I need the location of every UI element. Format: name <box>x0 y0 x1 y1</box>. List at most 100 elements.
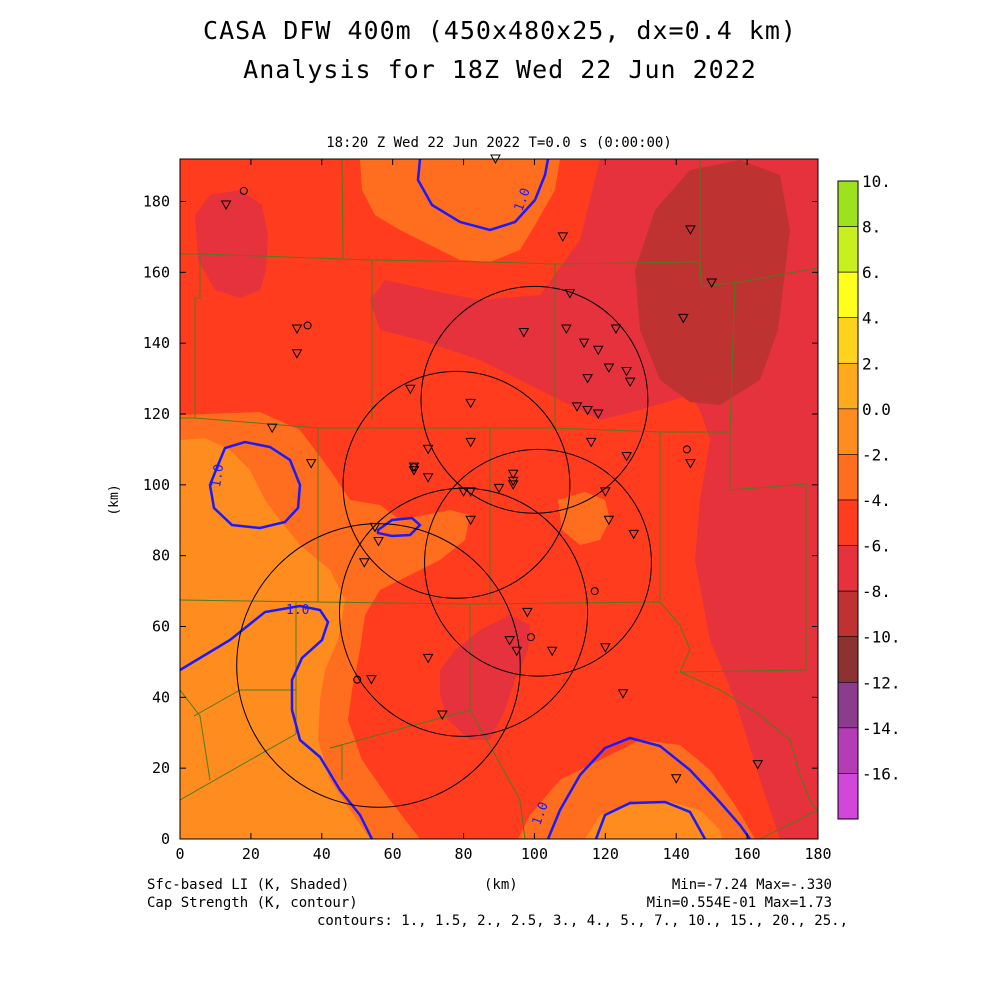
station-triangle <box>507 469 519 480</box>
contour-southwest <box>180 604 374 839</box>
y-tick-label: 100 <box>143 476 170 494</box>
station-triangle <box>582 374 593 384</box>
station-triangle <box>507 476 519 487</box>
shaded-field <box>180 159 818 839</box>
station-triangle <box>465 487 476 497</box>
station-triangle <box>685 459 696 469</box>
x-tick-label: 0 <box>175 845 184 863</box>
station-triangle <box>571 402 583 412</box>
station-triangle <box>422 653 434 664</box>
station-triangle <box>624 377 636 388</box>
x-axis: 0 20 40 60 80 100 120 140 160 180 <box>175 159 832 863</box>
cap-strength-contours <box>180 159 752 839</box>
y-tick-label: 80 <box>152 547 170 565</box>
x-tick-label: 60 <box>384 845 402 863</box>
station-circle <box>353 675 362 684</box>
y-tick-label: 160 <box>143 263 170 281</box>
field-light-orange-west <box>180 438 370 839</box>
colorbar-label: 2. <box>862 354 881 373</box>
station-triangle <box>369 522 381 533</box>
colorbar-swatch <box>837 590 859 638</box>
colorbar-swatch <box>837 226 859 273</box>
station-triangle <box>507 480 519 490</box>
station-circle <box>526 633 535 642</box>
station-triangle <box>592 345 604 356</box>
field-orange-north <box>360 159 560 262</box>
station-triangle <box>511 646 523 657</box>
footer-contour-minmax: Min=0.554E-01 Max=1.73 <box>646 895 832 911</box>
station-triangle <box>405 384 416 395</box>
field-dark-red-south <box>440 615 530 740</box>
station-triangle <box>408 466 420 476</box>
colorbar-label: -2. <box>862 445 891 464</box>
station-markers <box>220 154 764 784</box>
station-triangle <box>617 689 629 699</box>
colorbar-label: 10. <box>862 172 891 191</box>
colorbar-label: -16. <box>862 764 901 783</box>
colorbar-label: -6. <box>862 537 891 556</box>
station-triangle <box>599 643 611 653</box>
colorbar-swatch <box>837 362 859 410</box>
y-tick-label: 140 <box>143 334 170 352</box>
x-tick-label: 100 <box>521 845 548 863</box>
x-tick-label: 120 <box>592 845 619 863</box>
station-triangle <box>628 529 640 540</box>
colorbar-label: -10. <box>862 628 901 647</box>
colorbar-label: 6. <box>862 263 881 282</box>
y-tick-label: 60 <box>152 618 170 636</box>
station-triangle <box>685 225 696 235</box>
station-triangle <box>670 774 682 784</box>
y-axis: 0 20 40 60 80 100 120 140 160 180 <box>143 193 818 848</box>
colorbar-label: -8. <box>862 582 891 601</box>
station-triangle <box>436 710 448 721</box>
station-triangle <box>493 483 505 494</box>
station-triangle <box>373 537 384 547</box>
station-triangle <box>599 487 611 497</box>
colorbar-swatch <box>837 408 859 455</box>
colorbar-swatch <box>837 271 859 319</box>
contour-north <box>416 159 550 232</box>
radar-ring <box>420 285 649 514</box>
station-triangle <box>557 232 569 242</box>
x-tick-label: 180 <box>804 845 831 863</box>
x-tick-label: 140 <box>663 845 690 863</box>
station-triangle <box>621 367 632 377</box>
plot-frame <box>179 158 819 840</box>
colorbar-swatch <box>837 454 859 501</box>
station-triangle <box>621 452 632 462</box>
radar-ring <box>424 448 652 677</box>
footer-shaded-label: Sfc-based LI (K, Shaded) <box>147 877 350 893</box>
x-tick-label: 160 <box>734 845 761 863</box>
contour-label-west: 1.0 <box>209 463 227 488</box>
station-triangle <box>465 515 476 526</box>
station-triangle <box>422 444 434 455</box>
station-circle <box>239 186 248 195</box>
colorbar-label: -4. <box>862 491 891 510</box>
x-tick-label: 80 <box>455 845 473 863</box>
footer-contour-levels: contours: 1., 1.5, 2., 2.5, 3., 4., 5., … <box>316 913 848 929</box>
station-circle <box>682 445 691 454</box>
station-triangle <box>585 437 597 448</box>
station-triangle <box>603 515 615 526</box>
footer-contour-label: Cap Strength (K, contour) <box>147 895 358 911</box>
x-axis-label: (km) <box>484 877 518 893</box>
station-triangle <box>610 324 622 335</box>
station-triangle <box>522 607 533 618</box>
station-triangle <box>291 324 303 335</box>
station-triangle <box>366 675 377 685</box>
x-tick-label: 40 <box>313 845 331 863</box>
radar-ring <box>342 370 571 599</box>
colorbar-label: 0.0 <box>862 400 891 419</box>
contour-southeast <box>546 736 752 839</box>
station-triangle <box>560 324 572 335</box>
y-tick-label: 40 <box>152 688 170 706</box>
station-triangle <box>465 398 476 409</box>
x-tick-label: 20 <box>242 845 260 863</box>
field-orange-east-blob <box>558 492 610 545</box>
contour-label-southwest: 1.0 <box>286 603 309 618</box>
station-circle <box>303 321 312 330</box>
colorbar-swatch <box>837 317 859 364</box>
colorbar-swatch <box>837 180 859 227</box>
y-tick-label: 180 <box>143 193 170 211</box>
